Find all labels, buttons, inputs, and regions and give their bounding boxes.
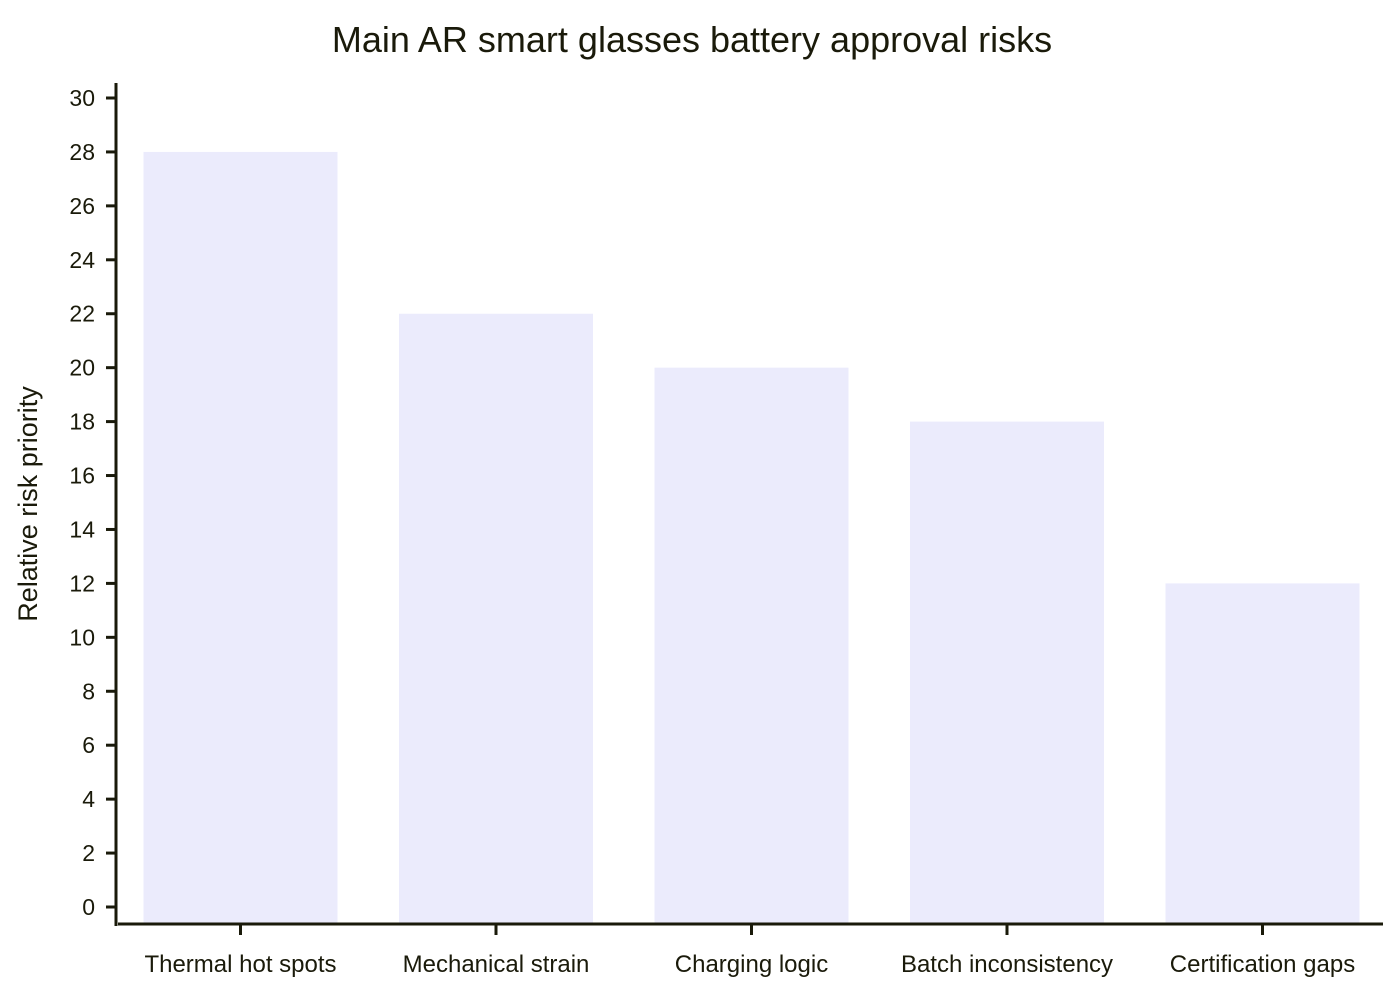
y-tick-label: 0 bbox=[82, 894, 95, 920]
y-tick-label: 18 bbox=[69, 409, 95, 435]
y-tick-label: 16 bbox=[69, 463, 95, 489]
x-tick-label: Charging logic bbox=[675, 951, 828, 978]
x-tick-label: Mechanical strain bbox=[403, 951, 590, 978]
y-tick-label: 12 bbox=[69, 570, 95, 596]
y-tick-label: 6 bbox=[82, 732, 95, 758]
bar-2 bbox=[654, 367, 849, 925]
bar-4 bbox=[1165, 583, 1360, 924]
y-tick-label: 2 bbox=[82, 840, 95, 866]
y-tick-label: 26 bbox=[69, 193, 95, 219]
chart-title: Main AR smart glasses battery approval r… bbox=[332, 19, 1052, 60]
x-axis: Thermal hot spots Mechanical strain Chargi… bbox=[118, 922, 1383, 978]
bar-3 bbox=[910, 421, 1104, 924]
bar-1 bbox=[399, 313, 593, 924]
x-tick-label: Thermal hot spots bbox=[144, 951, 336, 978]
y-tick-label: 24 bbox=[69, 247, 95, 273]
y-tick-label: 8 bbox=[82, 678, 95, 704]
y-tick-label: 20 bbox=[69, 355, 95, 381]
y-tick-label: 22 bbox=[69, 301, 95, 327]
y-tick-label: 4 bbox=[82, 786, 95, 812]
x-tick-label: Batch inconsistency bbox=[901, 951, 1113, 978]
bars-group bbox=[143, 151, 1360, 925]
y-tick-label: 28 bbox=[69, 139, 95, 165]
y-tick-label: 14 bbox=[69, 516, 95, 542]
y-tick-label: 30 bbox=[69, 85, 95, 111]
x-tick-label: Certification gaps bbox=[1170, 951, 1355, 978]
bar-0 bbox=[143, 151, 338, 924]
y-tick-label: 10 bbox=[69, 624, 95, 650]
y-axis-label: Relative risk priority bbox=[13, 386, 43, 622]
